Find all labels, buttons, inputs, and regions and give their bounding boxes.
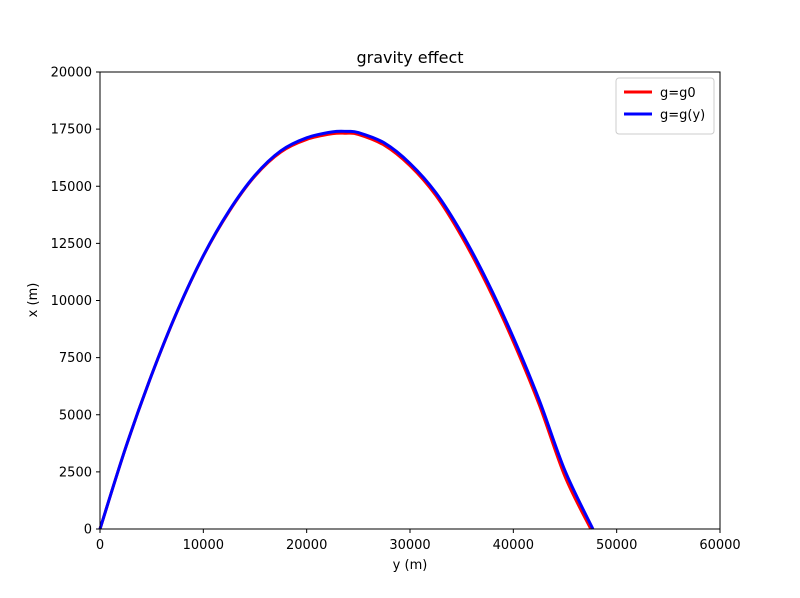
- chart-title: gravity effect: [356, 48, 463, 67]
- y-tick-label: 10000: [51, 294, 92, 309]
- plot-frame: [99, 71, 721, 530]
- series-line-2: [98, 129, 595, 530]
- x-tick-label: 60000: [699, 538, 740, 553]
- y-tick-label: 17500: [51, 123, 92, 138]
- series-layer: [98, 129, 595, 530]
- y-axis-ticks: 0 2500 5000 7500 10000 12500 15000 17500 20000: [51, 66, 100, 538]
- legend-label: g=g(y): [660, 108, 705, 123]
- y-tick-label: 2500: [59, 465, 92, 480]
- x-tick-label: 50000: [596, 538, 637, 553]
- y-tick-label: 5000: [59, 408, 92, 423]
- legend-label: g=g0: [660, 86, 696, 101]
- x-axis-ticks: 0 10000 20000 30000 40000 50000 60000: [96, 529, 741, 553]
- x-tick-label: 30000: [389, 538, 430, 553]
- y-tick-label: 0: [84, 523, 92, 538]
- y-tick-label: 15000: [51, 180, 92, 195]
- plot-area: [98, 71, 721, 530]
- x-axis-label: y (m): [393, 558, 428, 573]
- legend: g=g0 g=g(y): [615, 77, 715, 135]
- x-tick-label: 10000: [183, 538, 224, 553]
- x-tick-label: 20000: [286, 538, 327, 553]
- y-axis-label: x (m): [26, 283, 41, 318]
- y-tick-label: 12500: [51, 237, 92, 252]
- series-line-1: [98, 131, 593, 530]
- x-tick-label: 40000: [493, 538, 534, 553]
- y-tick-label: 20000: [51, 66, 92, 81]
- y-tick-label: 7500: [59, 351, 92, 366]
- x-tick-label: 0: [96, 538, 104, 553]
